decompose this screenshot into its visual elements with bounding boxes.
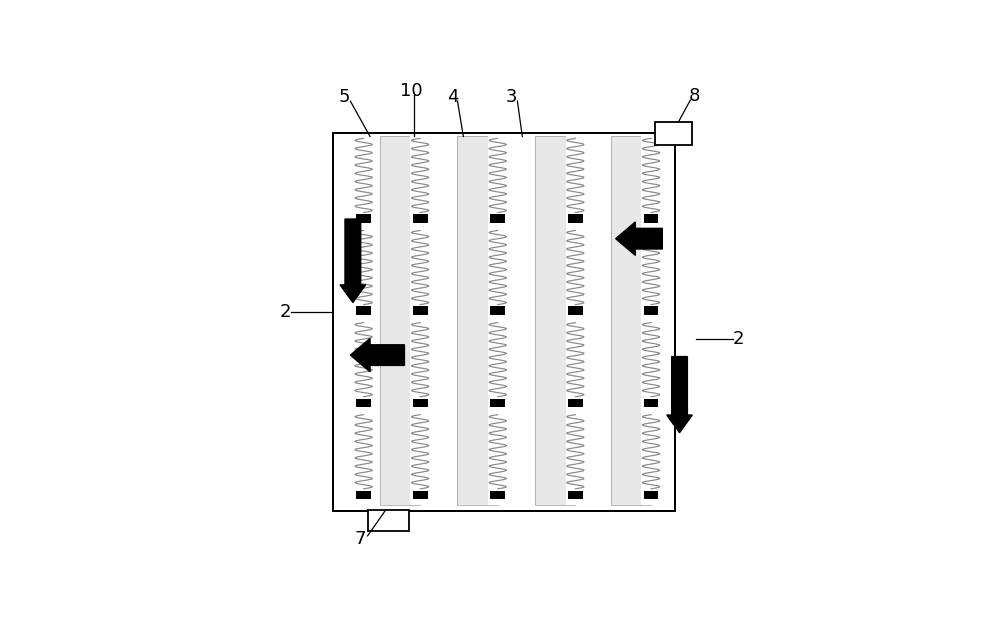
Bar: [413, 306, 428, 315]
Bar: [413, 491, 428, 500]
Bar: [354, 137, 373, 505]
Polygon shape: [350, 338, 404, 372]
Text: 8: 8: [689, 87, 700, 105]
Polygon shape: [340, 219, 366, 302]
Bar: [488, 137, 508, 505]
Bar: [490, 306, 505, 315]
Bar: [490, 399, 505, 407]
Bar: [568, 491, 583, 500]
Bar: [644, 491, 658, 500]
Bar: [568, 399, 583, 407]
Bar: [333, 133, 675, 511]
Text: 10: 10: [400, 82, 423, 100]
Bar: [368, 510, 409, 531]
Bar: [413, 214, 428, 223]
Bar: [611, 137, 651, 505]
Polygon shape: [667, 357, 692, 433]
Bar: [410, 137, 430, 505]
Bar: [490, 214, 505, 223]
Bar: [457, 137, 498, 505]
Bar: [655, 122, 692, 145]
Bar: [356, 306, 371, 315]
Bar: [356, 399, 371, 407]
Bar: [568, 306, 583, 315]
Polygon shape: [616, 222, 662, 255]
Bar: [535, 137, 575, 505]
Bar: [644, 399, 658, 407]
Bar: [380, 137, 420, 505]
Bar: [356, 214, 371, 223]
Bar: [490, 491, 505, 500]
Text: 4: 4: [447, 88, 458, 106]
Text: 2: 2: [733, 330, 744, 348]
Text: 7: 7: [354, 530, 366, 548]
Bar: [413, 399, 428, 407]
Text: 3: 3: [505, 88, 517, 106]
Text: 5: 5: [339, 88, 350, 106]
Bar: [535, 137, 575, 505]
Bar: [457, 137, 498, 505]
Bar: [611, 137, 651, 505]
Bar: [644, 214, 658, 223]
Bar: [333, 133, 675, 511]
Bar: [568, 214, 583, 223]
Bar: [566, 137, 585, 505]
Bar: [641, 137, 661, 505]
Bar: [380, 137, 420, 505]
Bar: [644, 306, 658, 315]
Bar: [356, 491, 371, 500]
Text: 2: 2: [280, 303, 291, 322]
